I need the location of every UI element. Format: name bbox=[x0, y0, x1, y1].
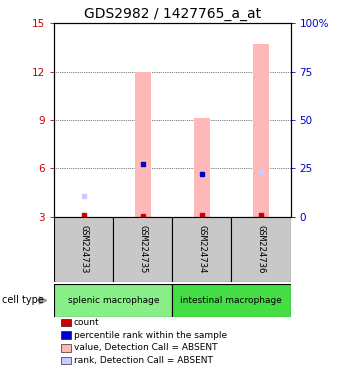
Bar bbox=[253, 44, 269, 217]
Text: GSM224734: GSM224734 bbox=[197, 225, 206, 274]
Title: GDS2982 / 1427765_a_at: GDS2982 / 1427765_a_at bbox=[84, 7, 261, 21]
Bar bbox=[54, 217, 113, 282]
Bar bbox=[172, 284, 290, 317]
Bar bbox=[54, 284, 172, 317]
Text: rank, Detection Call = ABSENT: rank, Detection Call = ABSENT bbox=[74, 356, 213, 365]
Bar bbox=[172, 217, 231, 282]
Text: percentile rank within the sample: percentile rank within the sample bbox=[74, 331, 227, 340]
Text: splenic macrophage: splenic macrophage bbox=[68, 296, 159, 305]
Bar bbox=[194, 118, 210, 217]
Text: GSM224735: GSM224735 bbox=[138, 225, 147, 274]
Bar bbox=[113, 217, 172, 282]
Text: count: count bbox=[74, 318, 99, 327]
Text: cell type: cell type bbox=[2, 295, 44, 306]
Text: GSM224736: GSM224736 bbox=[257, 225, 265, 274]
Text: value, Detection Call = ABSENT: value, Detection Call = ABSENT bbox=[74, 343, 217, 353]
Text: GSM224733: GSM224733 bbox=[79, 225, 88, 274]
Bar bbox=[231, 217, 290, 282]
Bar bbox=[134, 71, 151, 217]
Text: intestinal macrophage: intestinal macrophage bbox=[181, 296, 282, 305]
